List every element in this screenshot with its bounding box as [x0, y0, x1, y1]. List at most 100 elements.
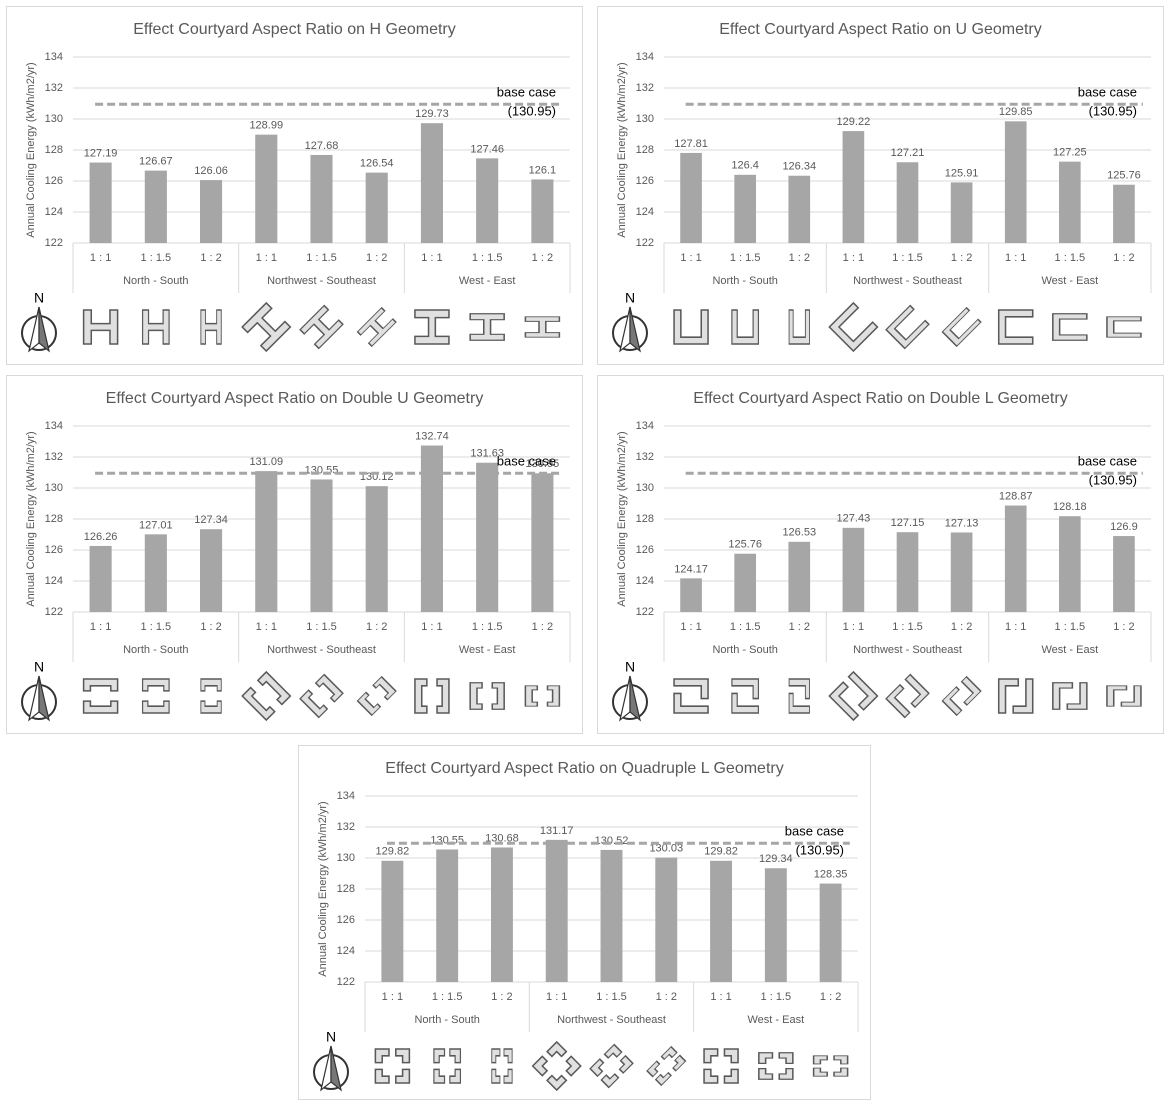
bar	[896, 532, 919, 612]
value-label: 126.4	[731, 160, 759, 172]
x-tick-label: 1 : 1	[680, 621, 701, 633]
bar	[200, 180, 223, 243]
x-tick-label: 1 : 1.5	[892, 621, 923, 633]
x-tick-label: 1 : 1.5	[761, 991, 792, 1003]
x-tick-label: 1 : 1.5	[1055, 621, 1086, 633]
baseline-value-label: (130.95)	[1089, 104, 1137, 119]
geometry-icon	[141, 678, 170, 714]
value-label: 127.34	[194, 514, 228, 526]
geometry-icon	[589, 1043, 634, 1089]
icon-shape	[997, 309, 1034, 345]
bar	[89, 545, 112, 612]
icon-shape	[141, 700, 170, 714]
compass-north: N	[326, 1029, 336, 1045]
bar	[89, 162, 112, 243]
y-tick-label: 122	[337, 976, 355, 988]
geometry-icon	[646, 1045, 687, 1087]
geometry-icon	[469, 313, 505, 341]
value-label: 126.34	[782, 161, 816, 173]
x-tick-label: 1 : 2	[951, 252, 972, 264]
x-tick-label: 1 : 1.5	[306, 252, 337, 264]
icon-shape	[491, 682, 505, 710]
x-tick-label: 1 : 1.5	[306, 621, 337, 633]
bar	[310, 154, 333, 243]
icon-shape	[200, 678, 222, 692]
icon-shape	[531, 1055, 549, 1077]
value-label: 127.13	[945, 517, 979, 529]
icon-shape	[1012, 678, 1034, 714]
icon-shape	[885, 304, 930, 350]
icon-shape	[241, 686, 276, 722]
value-label: 125.76	[728, 539, 762, 551]
value-label: 127.01	[139, 519, 173, 531]
group-label: West - East	[1042, 644, 1099, 656]
value-label: 126.1	[529, 164, 557, 176]
x-tick-label: 1 : 1.5	[730, 252, 761, 264]
baseline-label: base case	[497, 85, 556, 100]
chart-panel: Effect Courtyard Aspect Ratio on Double …	[597, 375, 1164, 734]
group-label: Northwest - Southeast	[557, 1014, 666, 1026]
bar	[531, 473, 554, 612]
x-tick-label: 1 : 2	[1113, 621, 1134, 633]
bar	[144, 534, 167, 612]
icon-shape	[1120, 685, 1142, 707]
bar	[788, 175, 811, 243]
value-label: 129.22	[837, 116, 871, 128]
group-label: West - East	[459, 644, 516, 656]
icon-shape	[600, 1073, 620, 1089]
y-axis-title: Annual Cooling Energy (kWh/m2/yr)	[616, 431, 628, 606]
geometry-icon	[788, 678, 810, 714]
bar	[420, 445, 443, 612]
chart: Effect Courtyard Aspect Ratio on Double …	[21, 390, 571, 722]
x-tick-label: 1 : 1	[421, 621, 442, 633]
icon-shape	[731, 692, 760, 714]
y-tick-label: 128	[636, 144, 654, 156]
value-label: 130.52	[595, 835, 629, 847]
bar	[420, 123, 443, 243]
icon-shape	[672, 1054, 687, 1072]
y-tick-label: 124	[337, 945, 355, 957]
bar	[842, 527, 865, 612]
icon-shape	[524, 685, 539, 707]
y-tick-label: 124	[45, 206, 63, 218]
icon-shape	[546, 685, 561, 707]
x-tick-label: 1 : 1	[1005, 252, 1026, 264]
geometry-icon	[531, 1040, 582, 1092]
icon-shape	[778, 1068, 794, 1080]
bar	[1004, 505, 1027, 612]
icon-shape	[546, 1040, 568, 1058]
icon-shape	[546, 1074, 568, 1092]
y-axis-title: Annual Cooling Energy (kWh/m2/yr)	[25, 431, 37, 606]
geometry-icon	[812, 1055, 849, 1077]
icon-shape	[654, 1071, 672, 1087]
geometry-icon	[414, 678, 450, 714]
x-tick-label: 1 : 2	[532, 252, 553, 264]
icon-shape	[673, 678, 709, 700]
x-tick-label: 1 : 2	[820, 991, 841, 1003]
geometry-icon	[299, 673, 344, 719]
y-tick-label: 122	[636, 606, 654, 618]
icon-shape	[828, 681, 860, 722]
baseline-label: base case	[497, 454, 556, 469]
y-tick-label: 124	[636, 575, 654, 587]
icon-shape	[356, 306, 397, 348]
compass-north: N	[34, 290, 44, 306]
icon-shape	[1052, 682, 1074, 710]
y-tick-label: 130	[45, 482, 63, 494]
x-tick-label: 1 : 2	[789, 252, 810, 264]
y-tick-label: 130	[636, 113, 654, 125]
geometry-icon	[828, 670, 879, 722]
y-tick-label: 124	[45, 575, 63, 587]
geometry-icon	[788, 309, 810, 345]
geometry-icon	[414, 309, 450, 345]
chart-panel: Effect Courtyard Aspect Ratio on Quadrup…	[298, 745, 871, 1100]
value-label: 128.99	[249, 120, 283, 132]
group-label: Northwest - Southeast	[267, 275, 376, 287]
bar	[950, 532, 973, 612]
geometry-icon	[731, 678, 760, 714]
geometry-icon	[524, 685, 561, 707]
icon-shape	[414, 678, 428, 714]
x-tick-label: 1 : 2	[1113, 252, 1134, 264]
icon-shape	[314, 673, 344, 703]
y-tick-label: 134	[45, 420, 63, 432]
